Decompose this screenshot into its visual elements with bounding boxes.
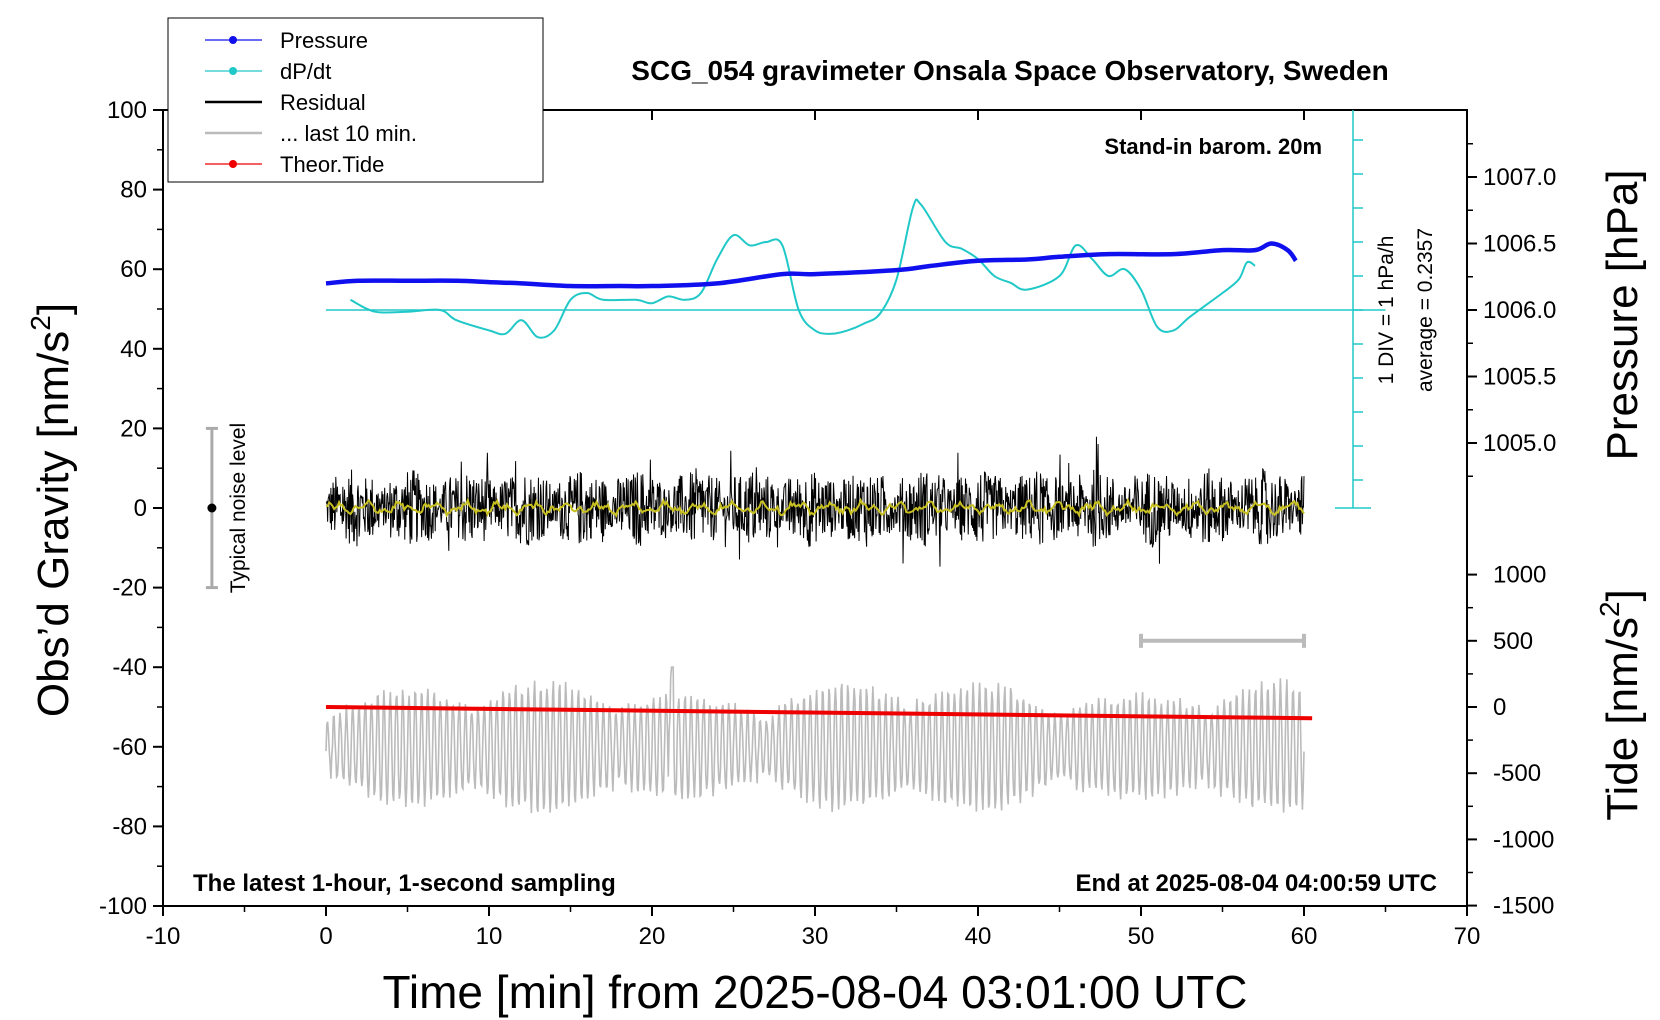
theor-tide-line	[325, 705, 1313, 721]
residual-line	[325, 436, 1305, 567]
x-axis-label: Time [min] from 2025-08-04 03:01:00 UTC	[383, 966, 1248, 1018]
tide-tick-label: -1000	[1493, 826, 1554, 853]
last-10-min-line	[325, 666, 1305, 814]
tide-tick-label: -500	[1493, 760, 1541, 787]
x-tick-label: 20	[639, 923, 666, 950]
left-tick-label: 80	[120, 177, 147, 204]
dpdt-line	[349, 198, 1256, 339]
chart-title: SCG_054 gravimeter Onsala Space Observat…	[631, 55, 1388, 86]
left-axis-label-end: ]	[29, 303, 78, 315]
barometer-annotation: Stand-in barom. 20m	[1104, 134, 1322, 159]
legend: Pressure dP/dt Residual ... last 10 min. The…	[167, 17, 544, 183]
x-tick-label: 70	[1454, 923, 1481, 950]
tide-tick-label: 1000	[1493, 562, 1546, 589]
div-label: 1 DIV = 1 hPa/h	[1375, 236, 1398, 385]
left-axis-label-sup: 2	[25, 315, 56, 331]
left-tick-label: -80	[112, 813, 147, 840]
pressure-tick-label: 1006.5	[1483, 231, 1556, 258]
pressure-tick-label: 1006.0	[1483, 297, 1556, 324]
noise-label: Typical noise level	[227, 423, 250, 593]
x-tick-label: -10	[146, 923, 181, 950]
tide-axis-label-main: Tide [nm/s	[1598, 617, 1647, 821]
x-axis-ticks: -10 0 10 20 30 40 50 60 70	[146, 110, 1481, 950]
left-tick-label: 100	[107, 97, 147, 124]
tide-tick-label: -1500	[1493, 893, 1554, 920]
tide-tick-label: 500	[1493, 628, 1533, 655]
legend-marker	[229, 160, 237, 168]
bottom-right-annotation: End at 2025-08-04 04:00:59 UTC	[1076, 870, 1438, 897]
average-label: average = 0.2357	[1414, 228, 1437, 392]
legend-label: ... last 10 min.	[280, 121, 417, 146]
noise-level-marker	[205, 426, 218, 590]
residual-smoothed-line	[325, 497, 1305, 519]
tide-axis-label-sup: 2	[1594, 601, 1625, 617]
left-tick-label: 60	[120, 256, 147, 283]
left-tick-label: -20	[112, 575, 147, 602]
pressure-line	[325, 241, 1298, 289]
series-layer	[325, 198, 1386, 814]
legend-label: dP/dt	[280, 59, 331, 84]
legend-label: Residual	[280, 90, 366, 115]
left-tick-label: 20	[120, 415, 147, 442]
x-tick-label: 50	[1128, 923, 1155, 950]
legend-label: Pressure	[280, 28, 368, 53]
left-tick-label: 0	[134, 495, 147, 522]
x-tick-label: 40	[965, 923, 992, 950]
pressure-tick-label: 1005.0	[1483, 430, 1556, 457]
tide-axis-label-end: ]	[1598, 589, 1647, 601]
x-tick-label: 30	[802, 923, 829, 950]
pressure-tick-label: 1007.0	[1483, 164, 1556, 191]
legend-marker	[229, 36, 237, 44]
legend-entries: Pressure dP/dt Residual ... last 10 min. The…	[205, 28, 417, 177]
left-tick-label: 40	[120, 336, 147, 363]
legend-box	[167, 17, 544, 183]
legend-marker	[229, 67, 237, 75]
left-tick-label: -40	[112, 654, 147, 681]
left-axis-ticks: 100 80 60 40 20 0 -20 -40 -60 -80 -100	[99, 97, 163, 920]
tide-axis-label: Tide [nm/s2]	[1594, 589, 1647, 821]
left-axis-label: Obs’d Gravity [nm/s2]	[25, 303, 78, 717]
pressure-tick-label: 1005.5	[1483, 364, 1556, 391]
pressure-axis-ticks: 1007.0 1006.5 1006.0 1005.5 1005.0	[1467, 143, 1556, 477]
tide-axis-ticks: 1000 500 0 -500 -1000 -1500	[1467, 562, 1554, 920]
dpdt-scale-axis	[1335, 110, 1371, 509]
left-axis-label-main: Obs’d Gravity [nm/s	[29, 331, 78, 717]
x-tick-label: 10	[476, 923, 503, 950]
left-tick-label: -60	[112, 734, 147, 761]
bottom-left-annotation: The latest 1-hour, 1-second sampling	[193, 870, 616, 897]
x-tick-label: 0	[319, 923, 332, 950]
left-tick-label: -100	[99, 893, 147, 920]
tide-tick-label: 0	[1493, 694, 1506, 721]
noise-center-dot	[207, 503, 217, 513]
x-tick-label: 60	[1291, 923, 1318, 950]
pressure-axis-label: Pressure [hPa]	[1598, 169, 1647, 460]
legend-label: Theor.Tide	[280, 152, 384, 177]
